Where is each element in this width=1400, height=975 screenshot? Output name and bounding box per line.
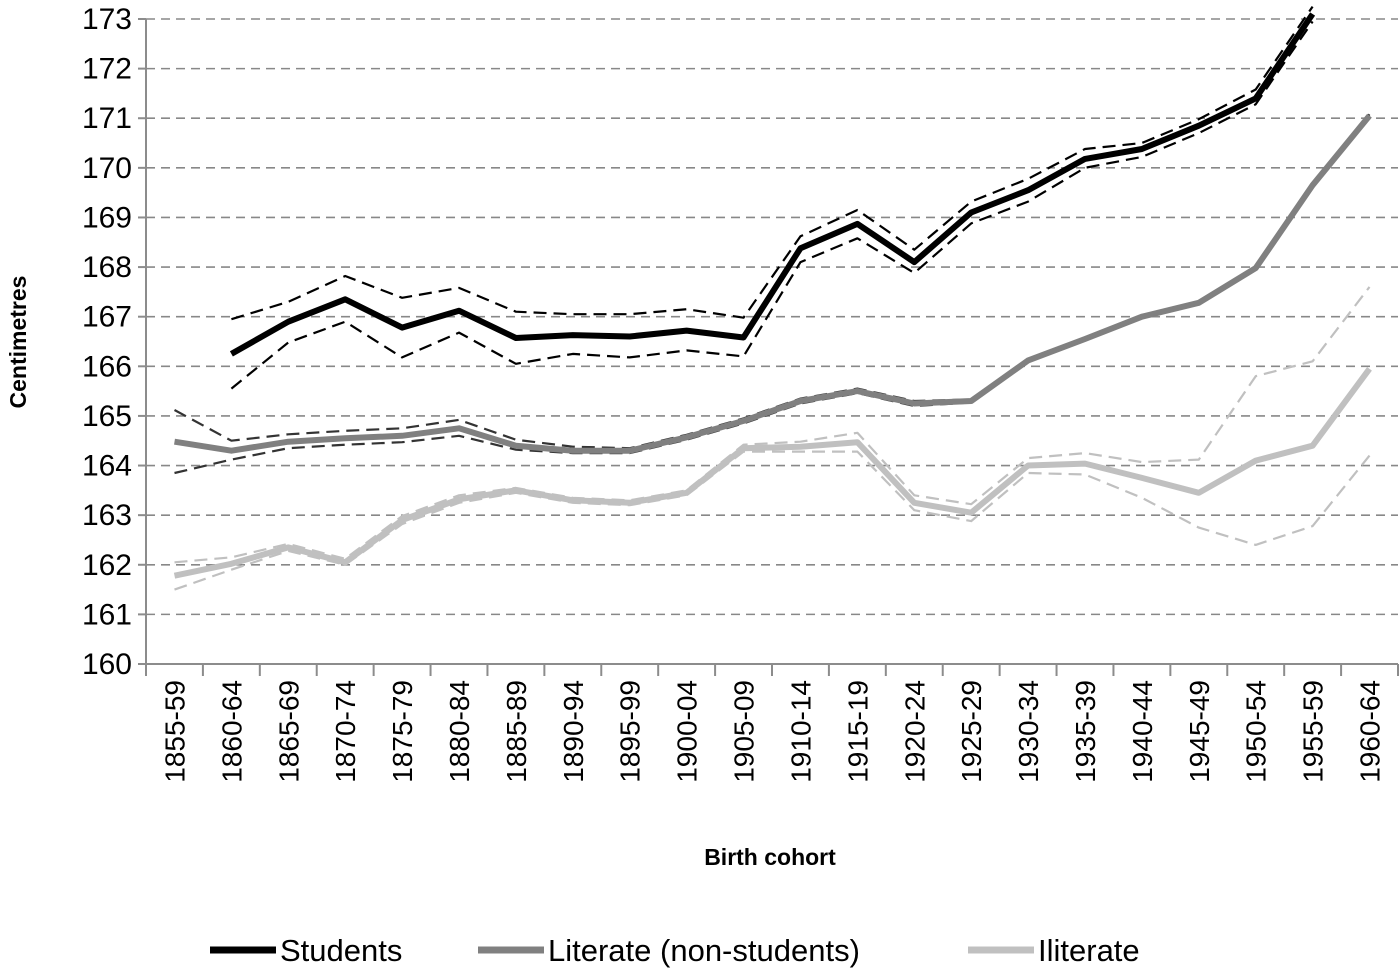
x-tick-label: 1880-84 <box>444 680 475 783</box>
series-line-literate-upper-bound <box>173 113 1371 450</box>
gridlines <box>146 18 1398 616</box>
series-line-iliterate-upper-bound <box>174 286 1371 564</box>
x-tick-label: 1950-54 <box>1241 680 1272 783</box>
x-tick-label: 1955-59 <box>1298 680 1329 783</box>
y-tick-label: 161 <box>82 598 132 631</box>
y-tick-label: 171 <box>82 102 132 135</box>
x-tick-label: 1885-89 <box>501 680 532 783</box>
x-tick-label: 1920-24 <box>899 680 930 783</box>
x-axis-title: Birth cohort <box>704 844 836 870</box>
y-tick-label: 166 <box>82 350 132 383</box>
series-line-students <box>229 12 1316 357</box>
y-tick-label: 168 <box>82 251 132 284</box>
x-tick-label: 1915-19 <box>842 680 873 783</box>
x-tick-label: 1960-64 <box>1355 680 1386 783</box>
legend-label-literate-non-students: Literate (non-students) <box>548 933 860 968</box>
series-line-iliterate-lower-bound <box>174 450 1371 591</box>
y-tick-label: 173 <box>82 3 132 36</box>
y-tick-label: 164 <box>82 450 132 483</box>
legend-label-students: Students <box>280 933 402 968</box>
y-tick-label: 165 <box>82 400 132 433</box>
legend-label-iliterate: Iliterate <box>1038 933 1140 968</box>
x-tick-label: 1900-04 <box>672 680 703 783</box>
y-tick-label: 172 <box>82 53 132 86</box>
legend: Students Literate (non-students) Iliterate <box>210 933 1140 968</box>
x-tick-label: 1875-79 <box>387 680 418 783</box>
series-line-iliterate <box>173 367 1372 579</box>
y-tick-label: 160 <box>82 648 132 681</box>
x-tick-label: 1855-59 <box>159 680 190 783</box>
plot-area <box>173 5 1372 591</box>
y-tick-labels: 160 161 162 163 164 165 166 167 168 169 170 171 172 1… <box>82 3 132 681</box>
x-tick-label: 1870-74 <box>330 680 361 783</box>
series-line-students-lower-bound <box>230 20 1314 390</box>
y-tick-label: 167 <box>82 301 132 334</box>
x-tick-label: 1910-14 <box>785 680 816 783</box>
x-tick-labels: 1855-59 1860-64 1865-69 1870-74 1875-79 1880-… <box>159 680 1385 783</box>
x-tick-label: 1895-99 <box>615 680 646 783</box>
y-tick-label: 170 <box>82 152 132 185</box>
x-tick-label: 1890-94 <box>558 680 589 783</box>
y-axis-title: Centimetres <box>5 276 31 409</box>
x-tick-label: 1905-09 <box>729 680 760 783</box>
y-tick-label: 163 <box>82 499 132 532</box>
axes <box>138 18 1399 676</box>
x-tick-label: 1860-64 <box>216 680 247 783</box>
x-tick-label: 1865-69 <box>273 680 304 783</box>
x-tick-label: 1930-34 <box>1013 680 1044 783</box>
x-tick-label: 1940-44 <box>1127 680 1158 783</box>
y-tick-label: 169 <box>82 201 132 234</box>
series-line-students-upper-bound <box>231 5 1314 321</box>
x-tick-label: 1925-29 <box>956 680 987 783</box>
series-line-literate-non-students <box>174 113 1372 454</box>
x-tick-label: 1945-49 <box>1184 680 1215 783</box>
x-tick-label: 1935-39 <box>1070 680 1101 783</box>
y-tick-label: 162 <box>82 549 132 582</box>
